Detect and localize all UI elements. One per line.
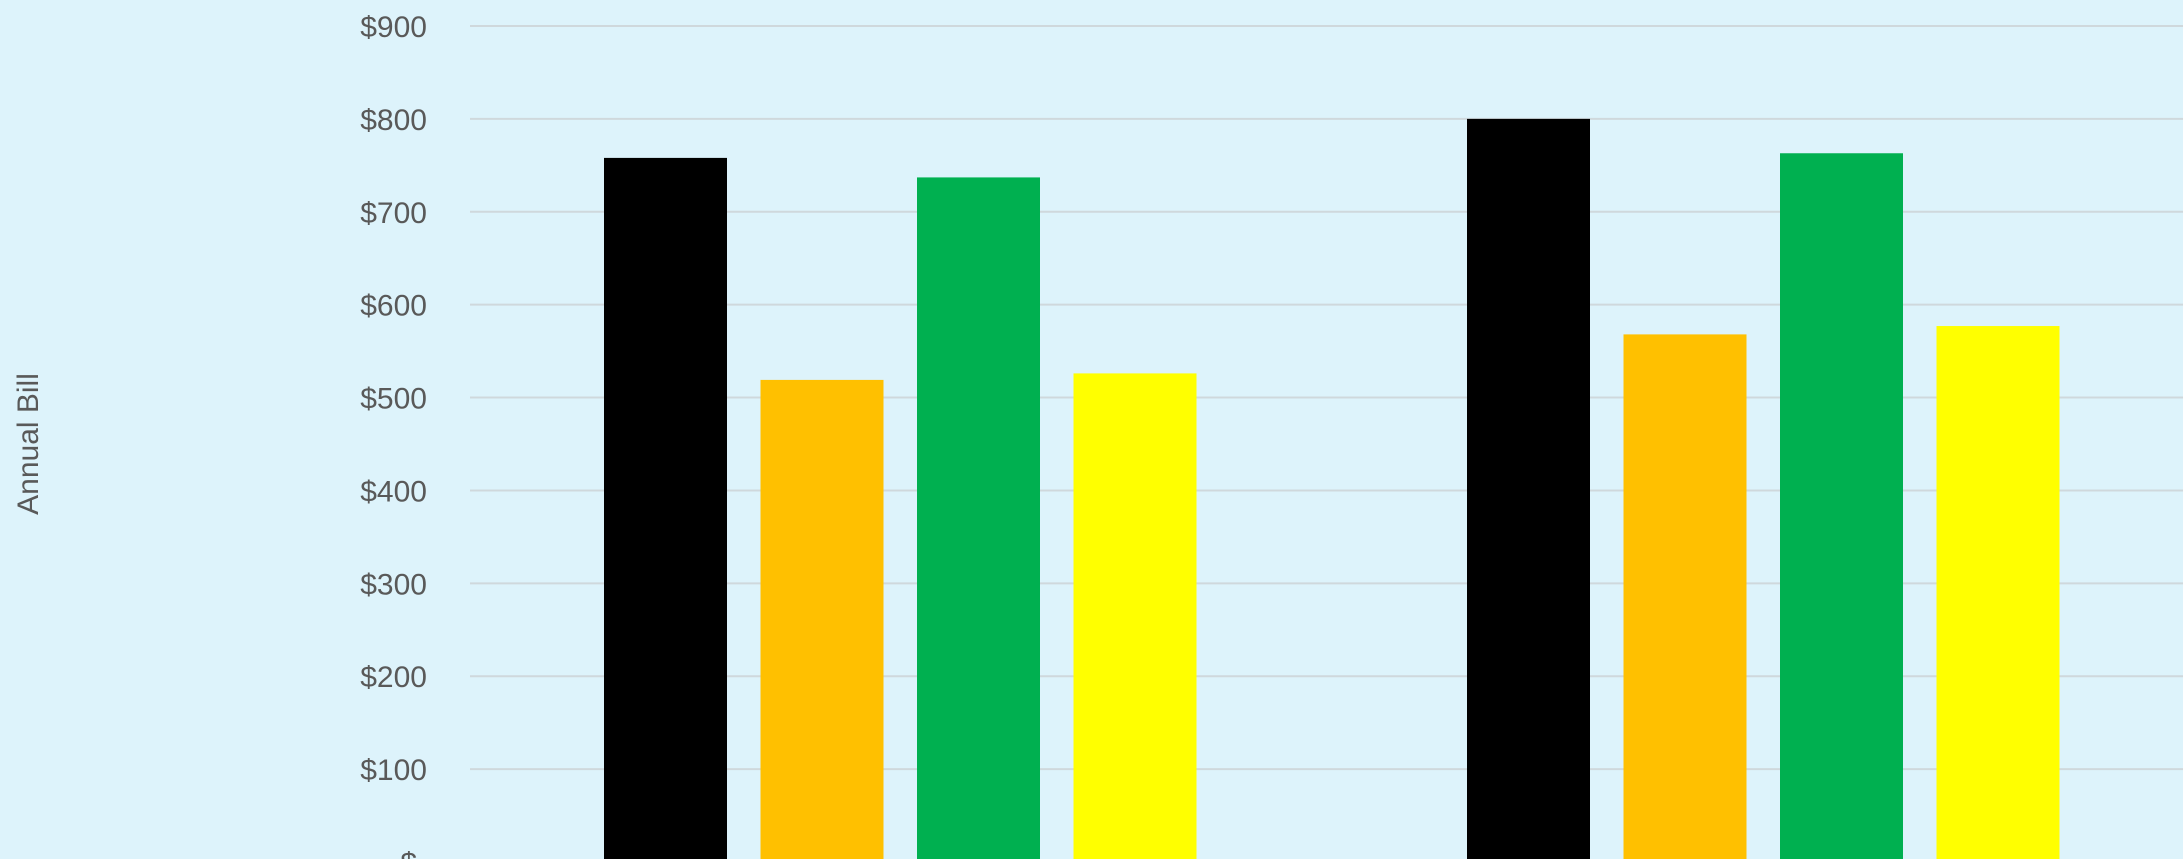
bar-g2-s4 bbox=[1936, 326, 2060, 859]
bar-g2-s2 bbox=[1623, 334, 1747, 859]
y-tick-label: $900 bbox=[360, 11, 427, 44]
y-tick-label: $100 bbox=[360, 754, 427, 787]
y-axis-tick-labels: $- $100 $200 $300 $400 $500 $600 $700 $800 $900 bbox=[360, 11, 427, 859]
gridlines bbox=[470, 25, 2183, 771]
bar-g1-s4 bbox=[1073, 373, 1197, 859]
y-tick-label: $600 bbox=[360, 290, 427, 323]
y-axis-title: Annual Bill bbox=[12, 373, 45, 515]
y-tick-label: $500 bbox=[360, 383, 427, 416]
bar-g1-s3 bbox=[917, 177, 1040, 859]
y-tick-label: $700 bbox=[360, 197, 427, 230]
bar-g1-s2 bbox=[760, 379, 884, 859]
bar-g2-s3 bbox=[1780, 153, 1903, 859]
y-tick-label: $- bbox=[400, 847, 427, 859]
bar-g1-s1 bbox=[604, 157, 727, 859]
y-tick-label: $300 bbox=[360, 568, 427, 601]
y-tick-label: $400 bbox=[360, 475, 427, 508]
y-tick-label: $200 bbox=[360, 661, 427, 694]
bars bbox=[604, 118, 2060, 859]
bar-g2-s1 bbox=[1467, 118, 1590, 859]
y-tick-label: $800 bbox=[360, 104, 427, 137]
